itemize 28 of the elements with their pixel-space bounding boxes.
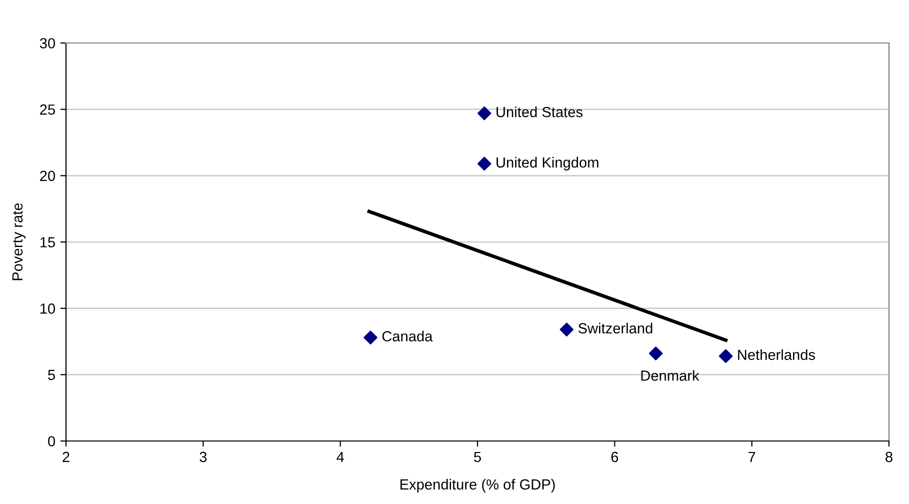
x-tick-label: 4 [336,452,344,462]
y-tick-label: 10 [40,303,56,314]
point [718,349,733,363]
point [477,106,492,120]
x-axis-title: Expenditure (% of GDP) [400,478,555,492]
x-tick-label: 3 [200,452,207,462]
x-tick-label: 7 [748,452,756,462]
y-tick-label: 0 [48,436,56,446]
y-tick-label: 25 [40,104,55,115]
point [364,330,378,344]
data-label: United Kingdom [496,156,598,171]
x-tick-label: 2 [62,452,70,462]
data-label: Denmark [641,370,700,381]
y-tick-label: 30 [40,38,56,48]
y-tick-label: 5 [48,370,55,380]
x-tick-label: 8 [886,452,892,462]
point [560,322,574,336]
data-label: United States [496,106,582,118]
point [648,346,663,360]
y-tick-label: 15 [40,237,55,248]
point [477,156,492,171]
data-label: Canada [382,330,433,342]
x-tick-label: 5 [474,452,481,462]
y-axis-title: Poverty rate [12,203,26,280]
x-tick-label: 6 [611,452,618,462]
data-label: Netherlands [738,349,815,360]
data-label: Switzerland [578,322,652,334]
y-tick-label: 20 [40,170,56,182]
